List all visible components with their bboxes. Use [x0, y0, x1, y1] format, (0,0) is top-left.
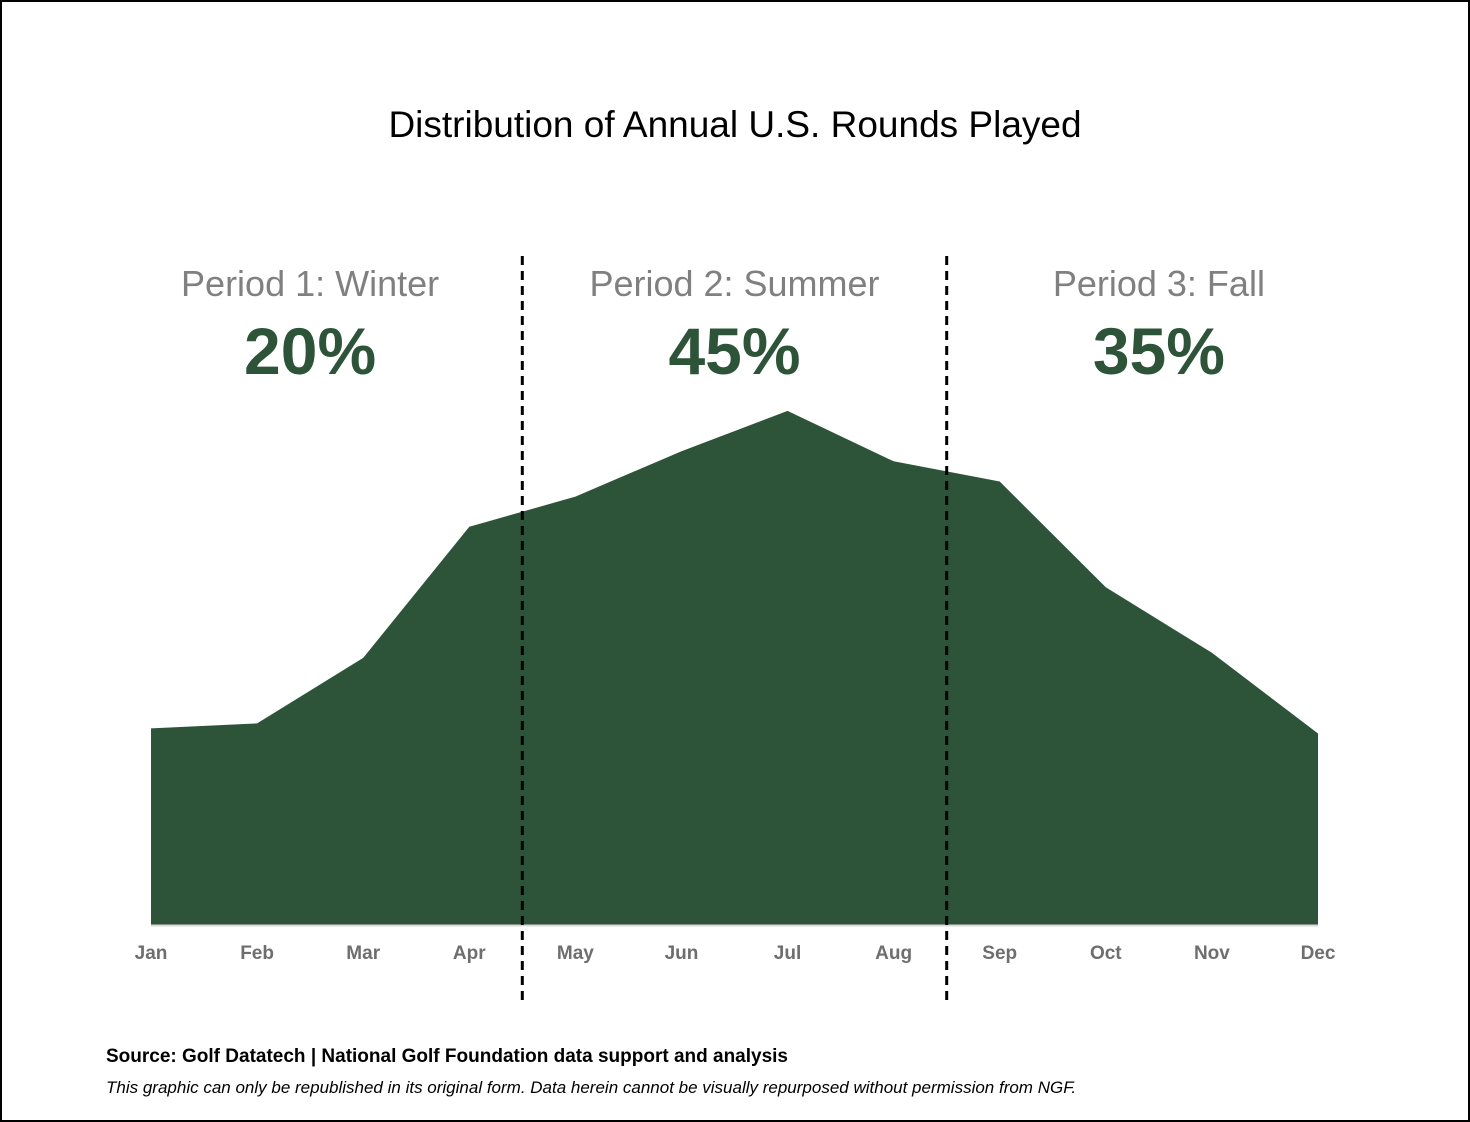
- period-name-3: Period 3: Fall: [1053, 263, 1265, 304]
- month-label-sep: Sep: [982, 943, 1017, 964]
- disclaimer-note: This graphic can only be republished in …: [106, 1078, 1077, 1097]
- period-name-1: Period 1: Winter: [181, 263, 439, 304]
- month-label-feb: Feb: [240, 943, 274, 964]
- month-label-aug: Aug: [875, 943, 912, 964]
- month-label-oct: Oct: [1090, 943, 1122, 964]
- month-label-jan: Jan: [135, 943, 168, 964]
- month-label-jun: Jun: [665, 943, 699, 964]
- period-name-2: Period 2: Summer: [589, 263, 879, 304]
- month-label-mar: Mar: [346, 943, 380, 964]
- period-share-3: 35%: [1093, 314, 1225, 388]
- period-share-1: 20%: [244, 314, 376, 388]
- rounds-area: [151, 410, 1318, 925]
- month-label-apr: Apr: [453, 943, 486, 964]
- period-share-2: 45%: [668, 314, 800, 388]
- month-label-may: May: [557, 943, 594, 964]
- month-label-dec: Dec: [1301, 943, 1336, 964]
- source-note: Source: Golf Datatech | National Golf Fo…: [106, 1046, 788, 1067]
- chart-title: Distribution of Annual U.S. Rounds Playe…: [388, 104, 1082, 145]
- month-label-nov: Nov: [1194, 943, 1230, 964]
- month-label-jul: Jul: [774, 943, 801, 964]
